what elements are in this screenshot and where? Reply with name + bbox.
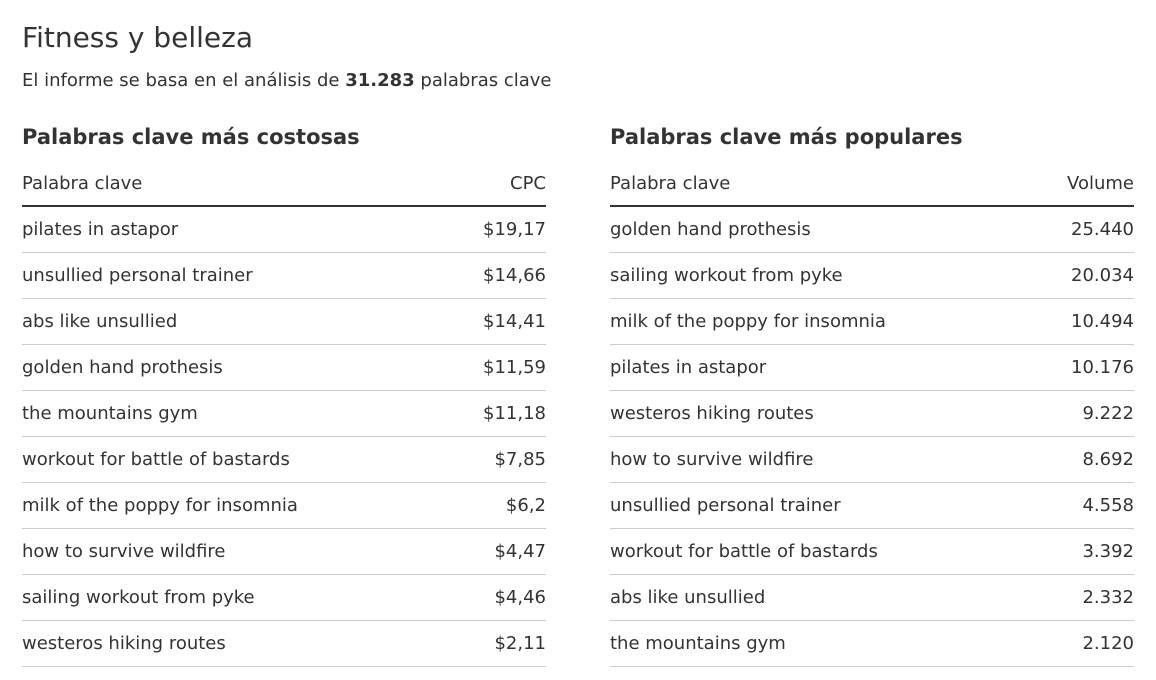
keyword-cell: the mountains gym xyxy=(22,390,449,437)
volume-cell: 25.440 xyxy=(1031,206,1134,253)
cpc-cell: $11,59 xyxy=(448,344,546,391)
volume-cell: 9.222 xyxy=(1031,390,1134,437)
popular-keywords-panel: Palabras clave más populares Palabra cla… xyxy=(610,122,1134,667)
keyword-cell: abs like unsullied xyxy=(610,574,1032,621)
popular-keywords-heading: Palabras clave más populares xyxy=(610,125,963,149)
table-row: milk of the poppy for insomnia $6,2 xyxy=(22,482,546,529)
table-row: how to survive wildfire 8.692 xyxy=(610,436,1134,483)
column-header-cpc: CPC xyxy=(448,162,546,207)
keyword-cell: westeros hiking routes xyxy=(610,390,1032,437)
tables-container: Palabras clave más costosas Palabra clav… xyxy=(22,122,1134,667)
table-row: pilates in astapor $19,17 xyxy=(22,206,546,253)
popular-keywords-table: Palabra clave Volume golden hand prothes… xyxy=(610,162,1134,667)
table-row: how to survive wildfire $4,47 xyxy=(22,528,546,575)
summary-prefix: El informe se basa en el análisis de xyxy=(22,70,346,91)
table-header-row: Palabra clave CPC xyxy=(22,162,546,207)
keyword-cell: westeros hiking routes xyxy=(22,620,449,667)
cpc-cell: $4,47 xyxy=(448,528,546,575)
table-row: unsullied personal trainer 4.558 xyxy=(610,482,1134,529)
volume-cell: 20.034 xyxy=(1031,252,1134,299)
table-row: pilates in astapor 10.176 xyxy=(610,344,1134,391)
column-header-volume: Volume xyxy=(1031,162,1134,207)
table-row: sailing workout from pyke $4,46 xyxy=(22,574,546,621)
keyword-cell: workout for battle of bastards xyxy=(610,528,1032,575)
table-row: milk of the poppy for insomnia 10.494 xyxy=(610,298,1134,345)
cpc-cell: $6,2 xyxy=(448,482,546,529)
volume-cell: 8.692 xyxy=(1031,436,1134,483)
column-header-keyword: Palabra clave xyxy=(22,162,449,207)
keyword-cell: unsullied personal trainer xyxy=(610,482,1032,529)
table-row: westeros hiking routes $2,11 xyxy=(22,620,546,667)
volume-cell: 4.558 xyxy=(1031,482,1134,529)
volume-cell: 2.120 xyxy=(1031,620,1134,667)
keyword-cell: milk of the poppy for insomnia xyxy=(22,482,449,529)
table-row: workout for battle of bastards $7,85 xyxy=(22,436,546,483)
keyword-cell: abs like unsullied xyxy=(22,298,449,345)
table-row: sailing workout from pyke 20.034 xyxy=(610,252,1134,299)
cpc-cell: $14,66 xyxy=(448,252,546,299)
cpc-cell: $2,11 xyxy=(448,620,546,667)
keyword-cell: workout for battle of bastards xyxy=(22,436,449,483)
page-title: Fitness y belleza xyxy=(22,21,253,54)
table-row: abs like unsullied $14,41 xyxy=(22,298,546,345)
volume-cell: 3.392 xyxy=(1031,528,1134,575)
table-row: westeros hiking routes 9.222 xyxy=(610,390,1134,437)
summary-suffix: palabras clave xyxy=(414,70,552,91)
keyword-cell: golden hand prothesis xyxy=(610,206,1032,253)
keyword-cell: how to survive wildfire xyxy=(610,436,1032,483)
keyword-cell: sailing workout from pyke xyxy=(610,252,1032,299)
keyword-cell: how to survive wildfire xyxy=(22,528,449,575)
volume-cell: 2.332 xyxy=(1031,574,1134,621)
cpc-cell: $19,17 xyxy=(448,206,546,253)
table-row: workout for battle of bastards 3.392 xyxy=(610,528,1134,575)
costly-keywords-table: Palabra clave CPC pilates in astapor $19,… xyxy=(22,162,546,667)
keyword-cell: milk of the poppy for insomnia xyxy=(610,298,1032,345)
cpc-cell: $4,46 xyxy=(448,574,546,621)
table-row: golden hand prothesis 25.440 xyxy=(610,206,1134,253)
costly-keywords-heading: Palabras clave más costosas xyxy=(22,125,360,149)
table-row: unsullied personal trainer $14,66 xyxy=(22,252,546,299)
cpc-cell: $7,85 xyxy=(448,436,546,483)
cpc-cell: $14,41 xyxy=(448,298,546,345)
volume-cell: 10.494 xyxy=(1031,298,1134,345)
keyword-cell: the mountains gym xyxy=(610,620,1032,667)
table-row: abs like unsullied 2.332 xyxy=(610,574,1134,621)
cpc-cell: $11,18 xyxy=(448,390,546,437)
table-header-row: Palabra clave Volume xyxy=(610,162,1134,207)
table-row: the mountains gym $11,18 xyxy=(22,390,546,437)
report-summary: El informe se basa en el análisis de 31.… xyxy=(22,68,1134,94)
keyword-count: 31.283 xyxy=(345,70,415,91)
table-row: golden hand prothesis $11,59 xyxy=(22,344,546,391)
keyword-cell: pilates in astapor xyxy=(22,206,449,253)
table-row: the mountains gym 2.120 xyxy=(610,620,1134,667)
keyword-cell: sailing workout from pyke xyxy=(22,574,449,621)
keyword-cell: golden hand prothesis xyxy=(22,344,449,391)
costly-keywords-rows: pilates in astapor $19,17 unsullied person… xyxy=(22,206,546,667)
keyword-cell: unsullied personal trainer xyxy=(22,252,449,299)
costly-keywords-panel: Palabras clave más costosas Palabra clav… xyxy=(22,122,546,667)
keyword-cell: pilates in astapor xyxy=(610,344,1032,391)
column-header-keyword: Palabra clave xyxy=(610,162,1032,207)
popular-keywords-rows: golden hand prothesis 25.440 sailing worko… xyxy=(610,206,1134,667)
volume-cell: 10.176 xyxy=(1031,344,1134,391)
